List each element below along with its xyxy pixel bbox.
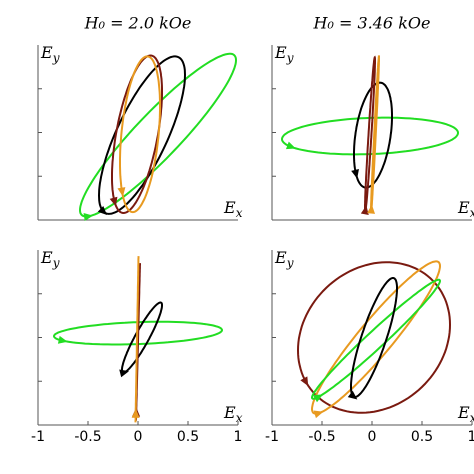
- x-tick-label: 0.5: [177, 429, 199, 445]
- direction-arrow: [300, 376, 309, 387]
- polarization-ellipse: [350, 277, 398, 398]
- polarization-ellipse: [353, 81, 393, 189]
- panel-title: H₀ = 3.46 kOe: [313, 14, 431, 33]
- x-tick-label: -1: [265, 429, 279, 445]
- polarization-ellipse: [310, 278, 442, 400]
- direction-arrow: [313, 410, 324, 419]
- direction-arrow: [285, 141, 296, 150]
- polarization-ellipse: [310, 260, 442, 415]
- polarization-ellipse: [119, 55, 161, 214]
- direction-arrow: [97, 205, 108, 216]
- y-axis-label: Ey: [274, 248, 294, 270]
- x-tick-label: 1: [468, 429, 474, 445]
- x-tick-label: 0: [368, 429, 377, 445]
- polarization-ellipse: [97, 55, 187, 215]
- polarization-ellipse: [296, 261, 452, 414]
- direction-arrow: [360, 205, 369, 215]
- direction-arrow: [117, 187, 126, 197]
- x-tick-label: 0: [134, 429, 143, 445]
- x-axis-label: Ex: [223, 198, 243, 220]
- direction-arrow: [351, 168, 359, 179]
- panel-title: H₀ = 2.0 kOe: [84, 14, 192, 33]
- y-axis-label: Ey: [40, 248, 60, 270]
- x-axis-label: Ex: [223, 403, 243, 425]
- x-axis-label: Ex: [457, 403, 474, 425]
- x-axis-label: Ex: [457, 198, 474, 220]
- x-tick-label: 1: [234, 429, 243, 445]
- polarization-ellipse: [121, 301, 163, 374]
- direction-arrow: [347, 390, 358, 400]
- polarization-ellipse: [134, 256, 140, 423]
- x-tick-label: -0.5: [74, 429, 101, 445]
- x-tick-label: -1: [31, 429, 45, 445]
- x-tick-label: 0.5: [411, 429, 433, 445]
- polarization-ellipse: [52, 320, 224, 346]
- x-tick-label: -0.5: [308, 429, 335, 445]
- direction-arrow: [83, 213, 94, 221]
- direction-arrow: [57, 335, 68, 344]
- direction-arrow: [313, 394, 323, 403]
- polarization-ellipse: [135, 263, 141, 421]
- polarization-ellipse: [111, 54, 163, 215]
- polarization-ellipse: [280, 116, 460, 156]
- y-axis-label: Ey: [40, 43, 60, 65]
- direction-arrow: [131, 408, 140, 418]
- direction-arrow: [367, 204, 376, 214]
- y-axis-label: Ey: [274, 43, 294, 65]
- direction-arrow: [119, 369, 129, 378]
- polarization-ellipse: [78, 52, 238, 218]
- direction-arrow: [109, 196, 118, 207]
